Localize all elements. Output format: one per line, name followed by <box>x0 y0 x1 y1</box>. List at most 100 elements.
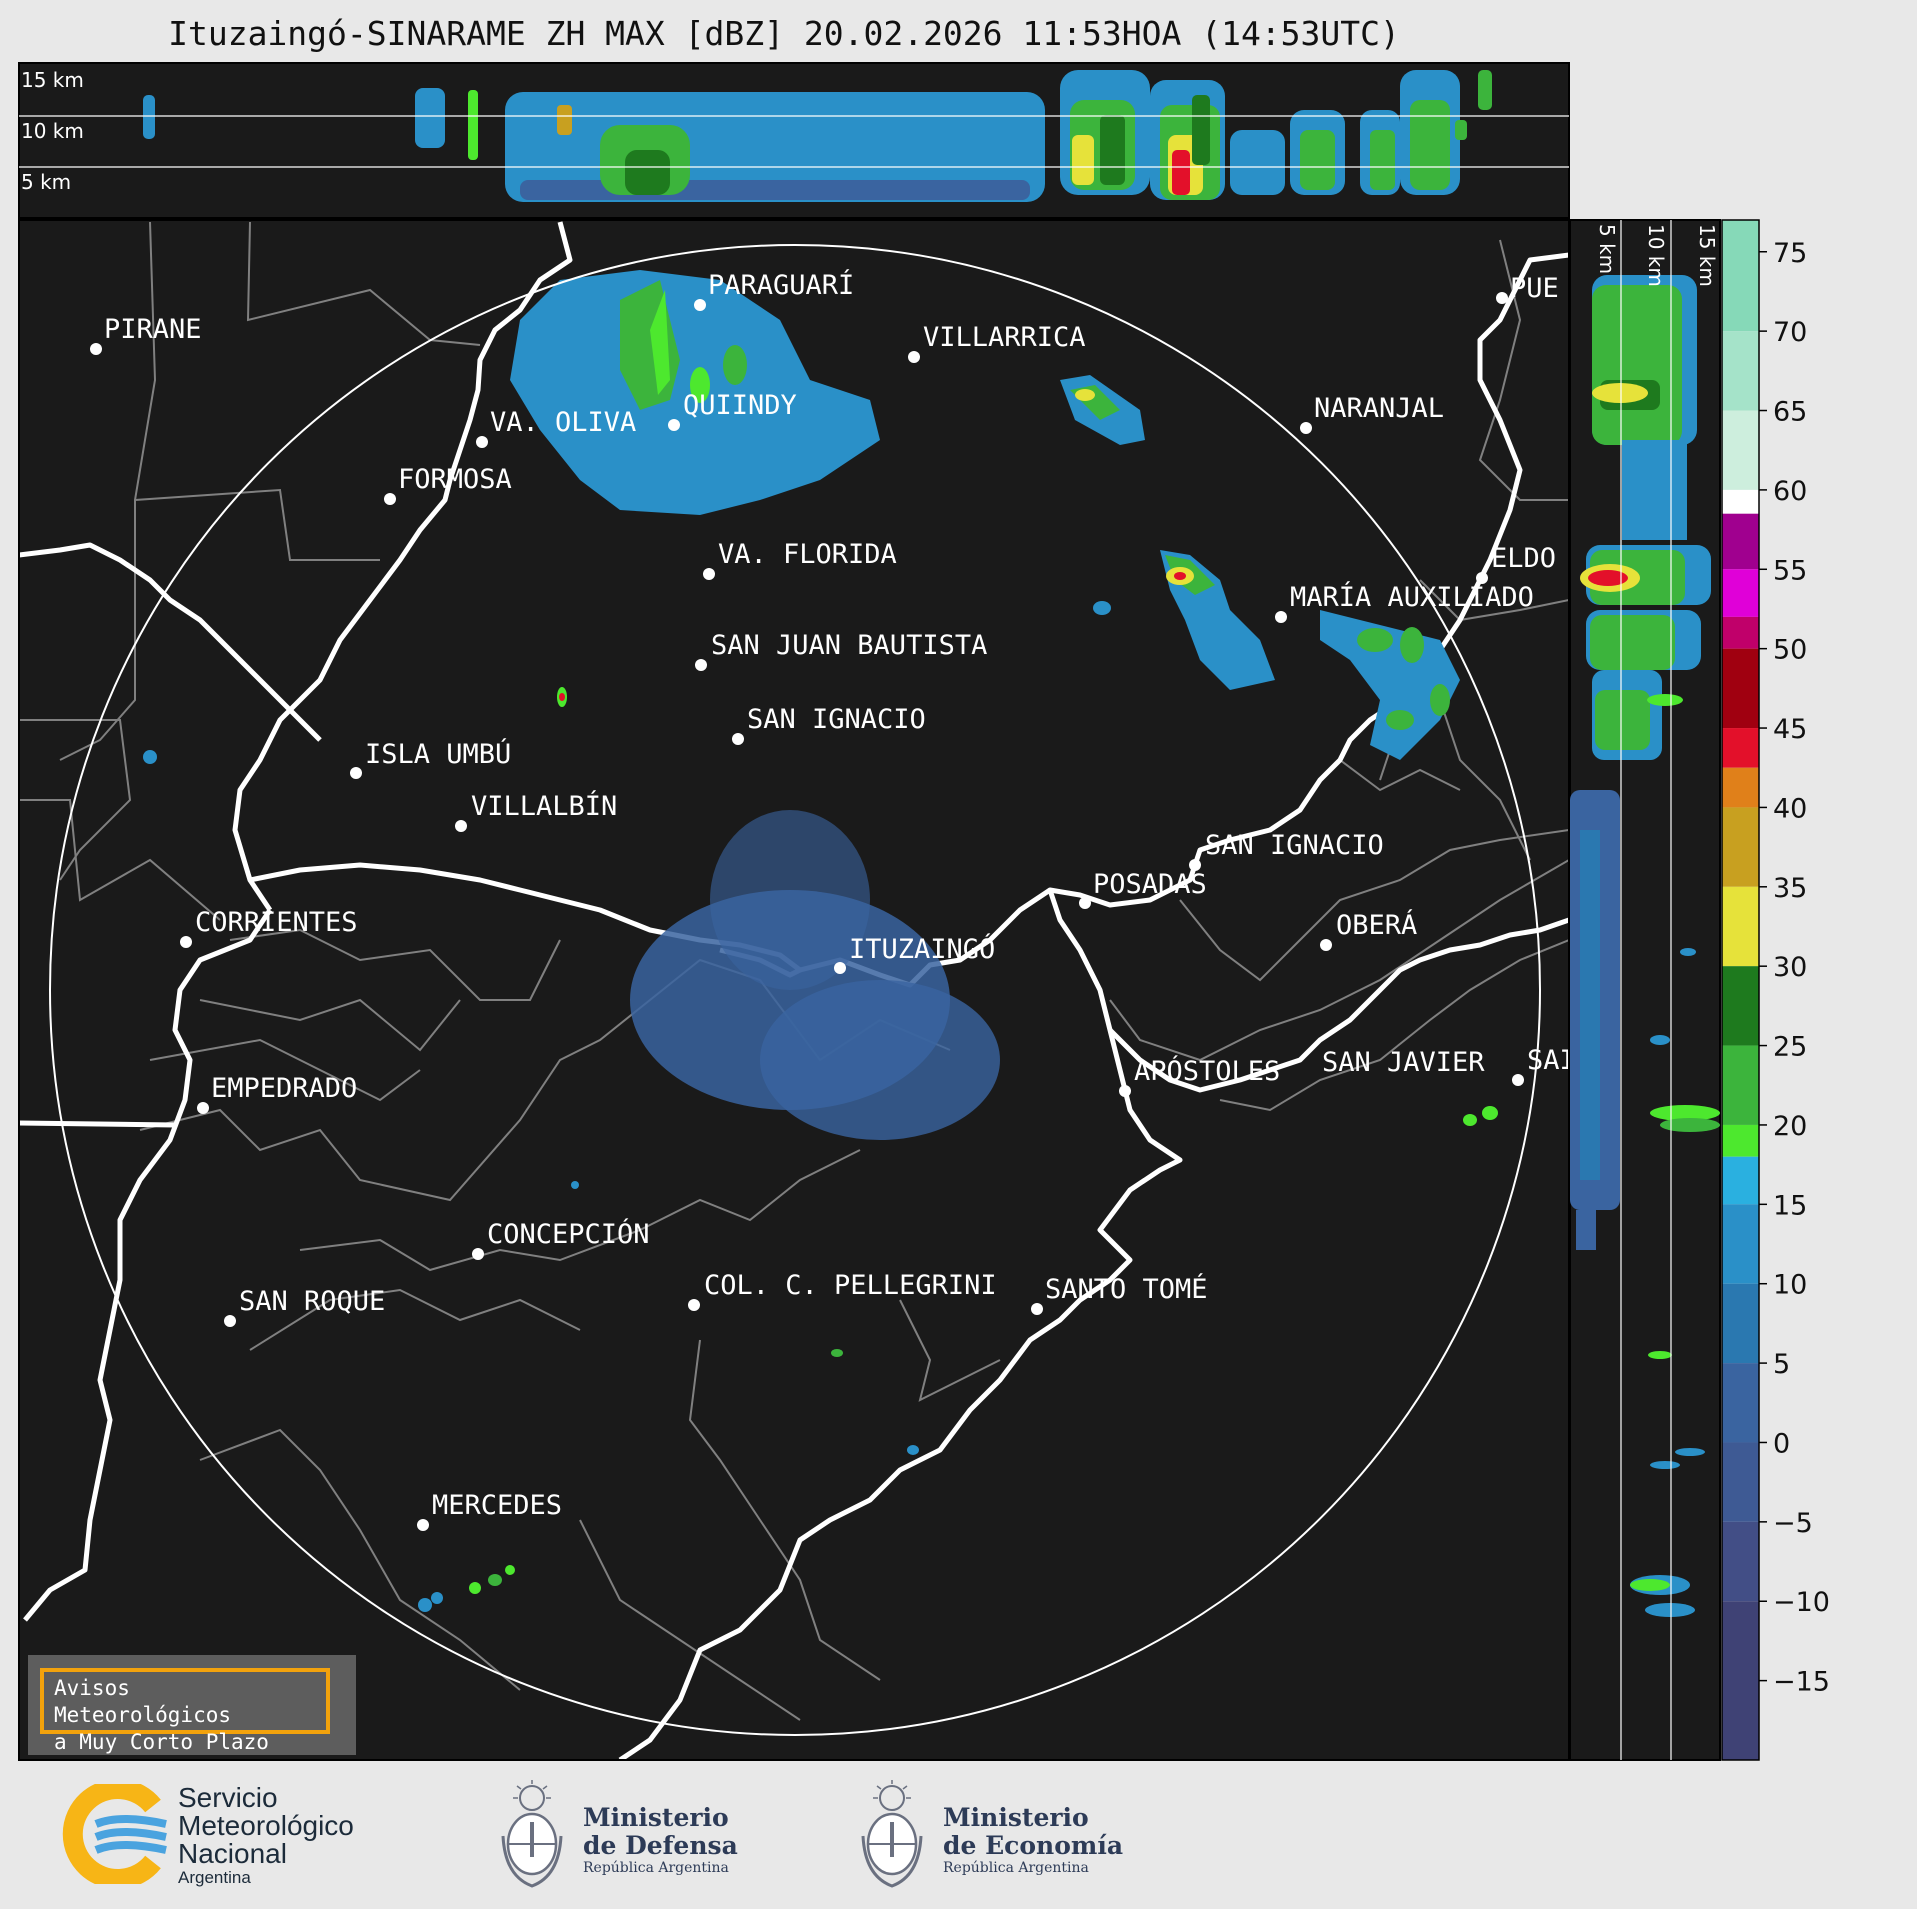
colorbar-segment <box>1722 331 1759 411</box>
colorbar-segment <box>1722 728 1759 768</box>
colorbar-tick-label: 75 <box>1773 238 1807 269</box>
city-mercedes: MERCEDES <box>417 1490 562 1531</box>
top-echo-profile <box>143 70 1492 202</box>
main-map-panel: PIRANE PARAGUARÍ VILLARRICA QUIINDY VA. … <box>18 219 1576 1761</box>
city-label: OBERÁ <box>1336 909 1417 941</box>
banner-line-2: a Muy Corto Plazo <box>54 1730 269 1754</box>
colorbar-segment <box>1722 569 1759 617</box>
city-san-roque: SAN ROQUE <box>224 1286 385 1327</box>
city-label: SAN IGNACIO <box>747 704 926 735</box>
city-markers: PIRANE PARAGUARÍ VILLARRICA QUIINDY VA. … <box>90 269 1576 1531</box>
city-col-c-pellegrini: COL. C. PELLEGRINI <box>688 1270 997 1311</box>
colorbar-tick-label: −5 <box>1773 1508 1813 1539</box>
city-apostoles: APÓSTOLES <box>1119 1055 1280 1097</box>
city-va-oliva: VA. OLIVA <box>476 407 636 448</box>
colorbar-tick-label: 55 <box>1773 555 1807 586</box>
colorbar-tick-label: −10 <box>1773 1587 1830 1618</box>
colorbar-tick-label: 0 <box>1773 1428 1790 1459</box>
city-paraguari: PARAGUARÍ <box>694 269 854 311</box>
city-santo-tome: SANTO TOMÉ <box>1031 1273 1208 1315</box>
colorbar-tick-label: 20 <box>1773 1111 1807 1142</box>
rivers <box>19 221 1569 1760</box>
short-term-warnings-banner[interactable]: Avisos Meteorológicos a Muy Corto Plazo <box>28 1655 356 1755</box>
colorbar-segment <box>1722 648 1759 729</box>
colorbar-segment <box>1722 966 1759 1046</box>
city-puerto: PUE <box>1496 273 1559 304</box>
colorbar-segment <box>1722 616 1759 649</box>
economia-line-3: República Argentina <box>943 1860 1089 1876</box>
top-height-label-15km: 15 km <box>21 68 84 92</box>
economia-line-2: de Economía <box>943 1831 1124 1860</box>
colorbar-segment <box>1722 410 1759 490</box>
side-height-label-5km: 5 km <box>1595 224 1619 274</box>
colorbar-tick-label: 25 <box>1773 1032 1807 1063</box>
city-empedrado: EMPEDRADO <box>197 1073 357 1114</box>
colorbar-tick-label: 10 <box>1773 1270 1807 1301</box>
city-label: SAI <box>1527 1045 1576 1076</box>
smn-line-3: Nacional <box>178 1838 287 1869</box>
colorbar-segment <box>1722 1204 1759 1284</box>
colorbar-tick-label: 15 <box>1773 1190 1807 1221</box>
colorbar-segment <box>1722 1442 1759 1522</box>
defensa-line-2: de Defensa <box>583 1831 738 1860</box>
city-label: SAN ROQUE <box>239 1286 385 1317</box>
ministerio-economia-logo: Ministerio de Economía República Argenti… <box>855 1776 1125 1896</box>
city-label: QUIINDY <box>683 390 797 421</box>
smn-line-2: Meteorológico <box>178 1810 354 1841</box>
city-ituzaingo: ITUZAINGÓ <box>834 933 995 974</box>
city-label: PUE <box>1510 273 1559 304</box>
city-label: VILLALBÍN <box>471 790 617 822</box>
colorbar-tick-label: 30 <box>1773 952 1807 983</box>
city-label: ELDO <box>1491 543 1556 574</box>
city-naranjal: NARANJAL <box>1300 393 1444 434</box>
echo-eldorado <box>1320 610 1460 760</box>
city-maria-auxiliadora: MARÍA AUXILIADO <box>1275 581 1534 623</box>
city-label: VA. OLIVA <box>490 407 636 438</box>
colorbar-segment <box>1722 220 1759 332</box>
city-posadas: POSADAS <box>1079 869 1207 909</box>
city-eldorado: ELDO <box>1476 543 1556 584</box>
city-label: MARÍA AUXILIADO <box>1290 581 1534 613</box>
banner-frame[interactable]: Avisos Meteorológicos a Muy Corto Plazo <box>40 1668 330 1754</box>
colorbar-tick-label: 5 <box>1773 1349 1790 1380</box>
colorbar-segment <box>1722 489 1759 514</box>
city-label: FORMOSA <box>398 464 512 495</box>
colorbar-tick-label: 35 <box>1773 873 1807 904</box>
city-obera: OBERÁ <box>1320 909 1417 951</box>
city-label: ITUZAINGÓ <box>849 933 995 965</box>
colorbar-tick-label: 45 <box>1773 714 1807 745</box>
city-corrientes: CORRIENTES <box>180 907 358 948</box>
colorbar-segment <box>1722 1363 1759 1443</box>
city-concepcion: CONCEPCIÓN <box>472 1218 650 1260</box>
city-san-ignacio-py: SAN IGNACIO <box>732 704 926 745</box>
radar-echoes <box>143 270 1498 1612</box>
admin-borders <box>19 221 1569 1721</box>
city-label: COL. C. PELLEGRINI <box>704 1270 997 1301</box>
city-label: NARANJAL <box>1314 393 1444 424</box>
colorbar-tick-label: 60 <box>1773 476 1807 507</box>
defensa-line-3: República Argentina <box>583 1860 729 1876</box>
city-san-javier: SAN JAVIER <box>1322 1047 1485 1078</box>
city-label: VA. FLORIDA <box>718 539 897 570</box>
colorbar-segment <box>1722 1601 1759 1760</box>
colorbar-segments <box>1722 220 1759 1760</box>
side-echo-profile <box>1570 275 1720 1617</box>
city-label: EMPEDRADO <box>211 1073 357 1104</box>
city-label: CONCEPCIÓN <box>487 1218 650 1250</box>
colorbar-tick-label: 70 <box>1773 317 1807 348</box>
city-pirane: PIRANE <box>90 314 202 355</box>
colorbar-segment <box>1722 1521 1759 1602</box>
ministerio-defensa-logo: Ministerio de Defensa República Argentin… <box>495 1776 755 1896</box>
city-label: PIRANE <box>104 314 202 345</box>
city-label: PARAGUARÍ <box>708 269 854 301</box>
defensa-line-1: Ministerio <box>583 1803 729 1832</box>
smn-logo: Servicio Meteorológico Nacional Argentin… <box>58 1776 398 1896</box>
colorbar-tick-label: 40 <box>1773 793 1807 824</box>
city-quiindy: QUIINDY <box>668 390 797 431</box>
city-san-ignacio-ar: SAN IGNACIO <box>1189 830 1384 871</box>
economia-line-1: Ministerio <box>943 1803 1089 1832</box>
colorbar-segment <box>1722 1124 1759 1157</box>
argentina-coat-of-arms-icon <box>861 1780 923 1888</box>
